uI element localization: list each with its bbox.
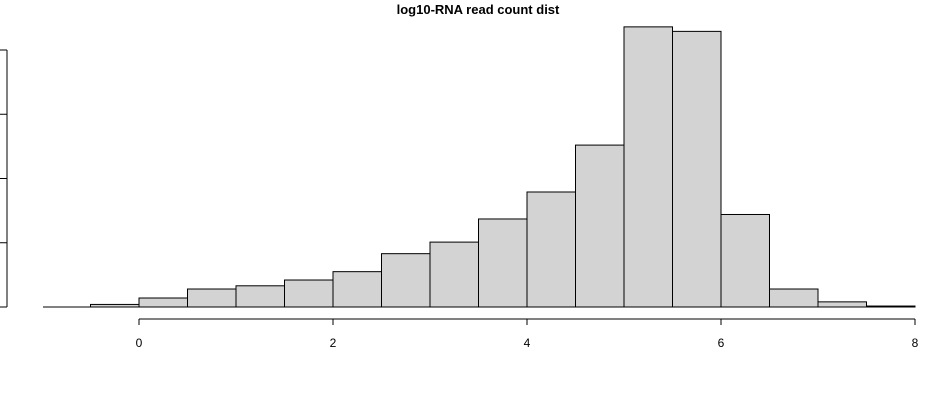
histogram-bar-12 xyxy=(672,30,722,308)
x-tick-label: 8 xyxy=(912,336,919,350)
x-tick-label: 2 xyxy=(330,336,337,350)
chart-title: log10-RNA read count dist xyxy=(397,2,560,17)
histogram-bar-4 xyxy=(284,279,334,308)
histogram-bar-14 xyxy=(769,288,819,308)
histogram-bar-15 xyxy=(817,301,867,308)
histogram-bar-11 xyxy=(623,26,673,308)
histogram-bar-8 xyxy=(478,218,528,308)
bars-group xyxy=(43,26,916,308)
histogram-bar-5 xyxy=(332,271,382,308)
histogram-bar-7 xyxy=(429,241,479,308)
histogram-bar-6 xyxy=(381,253,431,308)
x-axis: 0 2 4 6 8 xyxy=(136,318,919,350)
histogram-bar-3 xyxy=(235,285,285,308)
histogram-bar-9 xyxy=(526,191,576,308)
histogram-bar-2 xyxy=(187,288,237,308)
histogram-bar-10 xyxy=(575,144,625,308)
x-tick-label: 4 xyxy=(524,336,531,350)
x-tick-label: 6 xyxy=(718,336,725,350)
x-tick-label: 0 xyxy=(136,336,143,350)
histogram-bar-1 xyxy=(138,297,188,308)
histogram-bar-13 xyxy=(720,213,770,308)
y-axis xyxy=(0,49,8,308)
